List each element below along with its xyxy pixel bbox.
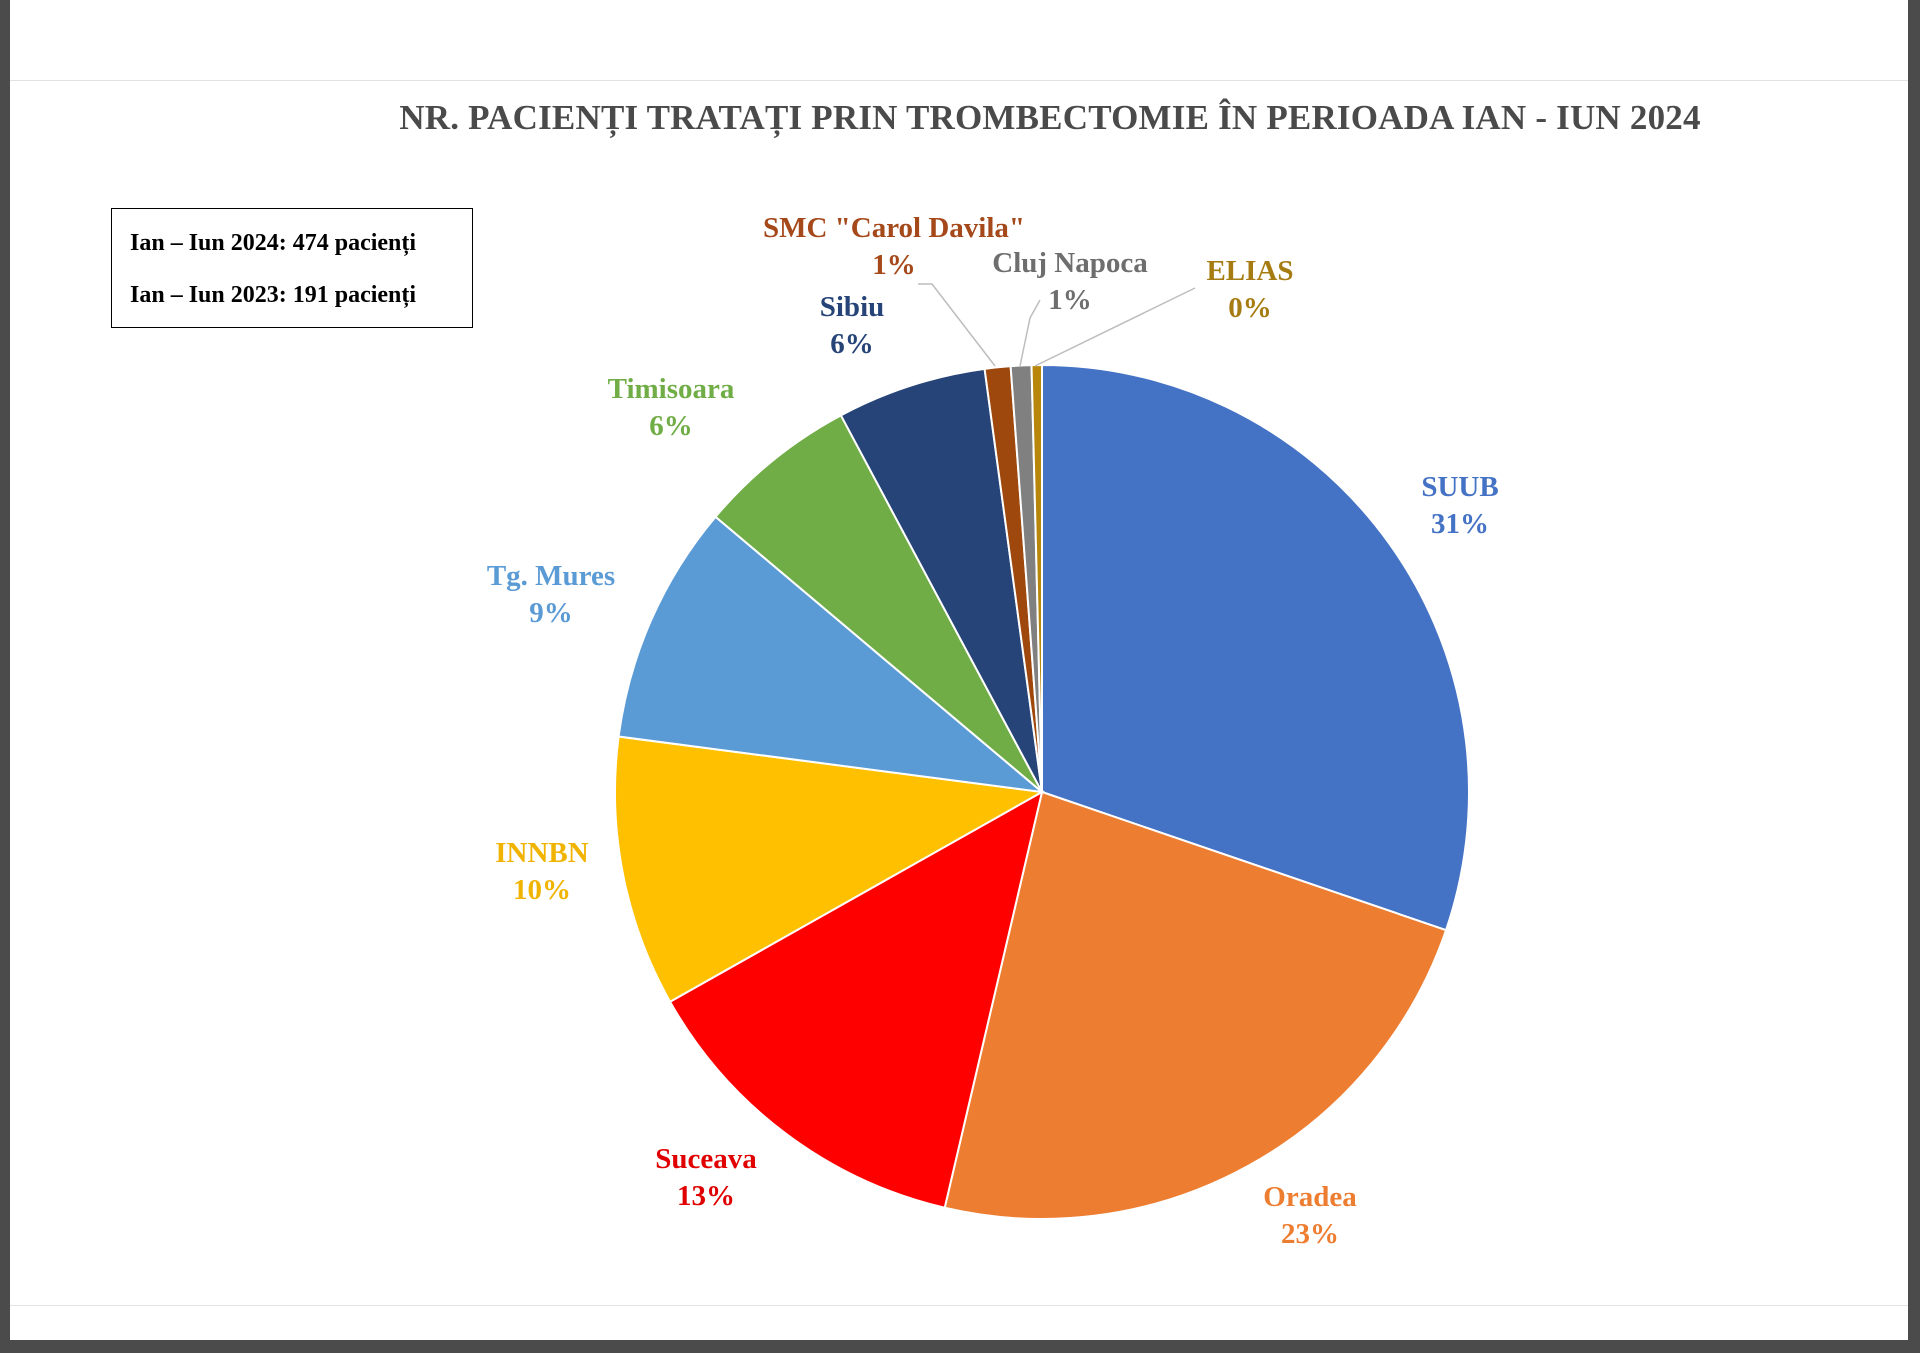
info-line-2024: Ian – Iun 2024: 474 pacienți (130, 230, 417, 256)
info-box: Ian – Iun 2024: 474 pacienți Ian – Iun 2… (111, 208, 473, 328)
pie-slice-suceava (668, 790, 1044, 1209)
slice-label-name: SMC "Carol Davila" (763, 212, 1025, 244)
pie-slice-tg-mures (617, 515, 1046, 794)
slice-label-percent: 0% (1228, 292, 1272, 324)
leader-line (1019, 299, 1041, 367)
slice-label-name: Tg. Mures (487, 560, 615, 592)
slice-label-name: Sibiu (820, 291, 885, 323)
pie-slice-timisoara (714, 413, 1043, 793)
slice-label-name: SUUB (1421, 471, 1498, 503)
leader-line (1034, 287, 1196, 367)
slice-label-percent: 1% (1048, 284, 1092, 316)
page-divider-bottom (10, 1305, 1908, 1306)
pie-slice-oradea (943, 790, 1448, 1220)
slice-label-name: Oradea (1263, 1181, 1357, 1213)
leader-line (918, 283, 996, 367)
slice-label-name: Timisoara (608, 373, 735, 405)
slice-label-name: ELIAS (1206, 255, 1293, 287)
slice-label-percent: 10% (513, 874, 571, 906)
slice-label-percent: 9% (529, 597, 573, 629)
slice-label-name: Suceava (655, 1143, 757, 1175)
info-line-2023: Ian – Iun 2023: 191 pacienți (130, 282, 417, 308)
pie-slice-suub (1041, 363, 1470, 932)
slice-label-percent: 13% (677, 1180, 735, 1212)
slice-label-percent: 1% (872, 249, 916, 281)
chart-title: NR. PACIENȚI TRATAȚI PRIN TROMBECTOMIE Î… (399, 98, 1701, 137)
slice-label-name: Cluj Napoca (992, 247, 1148, 279)
slice-label-name: INNBN (495, 837, 589, 869)
slice-label-percent: 23% (1281, 1218, 1339, 1250)
page-divider-top (10, 80, 1908, 81)
slice-label-percent: 6% (649, 410, 693, 442)
slice-label-percent: 6% (830, 328, 874, 360)
pie-slice-innbn (614, 735, 1046, 1004)
pie-slice-sibiu (839, 367, 1043, 793)
slice-label-percent: 31% (1431, 508, 1489, 540)
